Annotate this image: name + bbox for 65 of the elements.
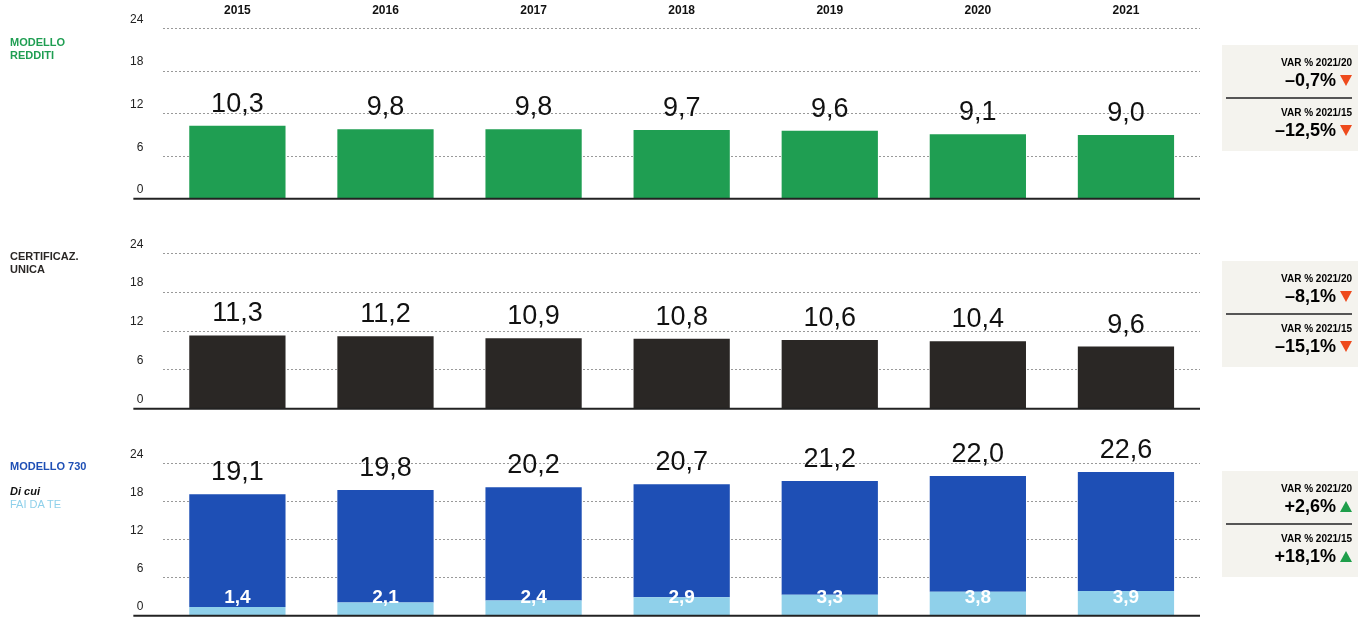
data-label: 2,1 — [372, 586, 400, 608]
data-label: 9,7 — [662, 91, 701, 122]
data-label: 9,8 — [514, 91, 553, 122]
text: CERTIFICAZ. UNICA — [10, 250, 80, 276]
total-label: 20,7 — [655, 446, 708, 477]
data-label: 3,8 — [964, 586, 992, 608]
y-tick-label: 0 — [136, 182, 144, 197]
text: FAI DA TE — [10, 498, 63, 511]
y-tick-label: 18 — [129, 54, 144, 69]
text: +2,6% — [1284, 496, 1336, 517]
x-tick-label: 2018 — [668, 2, 696, 17]
text: +18,1% — [1274, 546, 1336, 567]
y-tick-label: 0 — [136, 392, 144, 407]
total-label: 19,1 — [211, 456, 264, 487]
data-label: 10,3 — [211, 87, 264, 118]
y-tick-label: 12 — [129, 96, 144, 111]
total-label: 22,0 — [951, 437, 1005, 468]
total-label: 21,2 — [803, 442, 857, 473]
data-label: 10,9 — [507, 300, 560, 331]
x-tick-label: 2017 — [520, 2, 548, 17]
text: –15,1% — [1274, 336, 1336, 357]
y-tick-label: 12 — [129, 522, 144, 537]
text: MODELLO 730 — [10, 460, 88, 473]
y-tick-label: 24 — [129, 236, 144, 251]
x-tick-label: 2020 — [964, 2, 992, 17]
total-label: 22,6 — [1099, 434, 1153, 465]
y-tick-label: 12 — [129, 314, 144, 329]
data-label: 11,3 — [212, 297, 263, 328]
x-tick-label: 2019 — [816, 2, 844, 17]
y-tick-label: 18 — [129, 484, 144, 499]
text: –8,1% — [1284, 286, 1336, 307]
text: VAR % 2021/20 — [1280, 273, 1352, 284]
data-label: 9,1 — [959, 96, 997, 127]
y-tick-label: 0 — [136, 599, 144, 614]
x-tick-label: 2015 — [224, 2, 252, 17]
y-tick-label: 6 — [136, 353, 144, 368]
text: MODELLO REDDITI — [10, 36, 66, 62]
y-tick-label: 18 — [129, 275, 144, 290]
data-label: 9,6 — [1107, 308, 1145, 339]
total-label: 19,8 — [359, 451, 412, 482]
legend-title: Di cui — [10, 485, 42, 498]
y-tick-label: 6 — [136, 560, 144, 575]
x-tick-label: 2021 — [1112, 2, 1140, 17]
y-tick-label: 24 — [129, 11, 144, 26]
text: VAR % 2021/15 — [1280, 323, 1352, 334]
text: VAR % 2021/15 — [1280, 533, 1352, 544]
data-label: 9,6 — [810, 92, 849, 123]
text: VAR % 2021/20 — [1280, 483, 1352, 494]
data-label: 10,4 — [951, 303, 1005, 334]
text: –0,7% — [1284, 70, 1336, 91]
text: –12,5% — [1274, 120, 1336, 141]
text: VAR % 2021/15 — [1280, 107, 1352, 118]
data-label: 10,8 — [655, 300, 708, 331]
y-tick-label: 24 — [129, 446, 144, 461]
data-label: 9,8 — [366, 91, 405, 122]
data-label: 1,4 — [224, 586, 252, 608]
data-label: 10,6 — [803, 302, 857, 333]
data-label: 3,9 — [1112, 586, 1140, 608]
text: VAR % 2021/20 — [1280, 57, 1352, 68]
x-tick-label: 2016 — [372, 2, 400, 17]
y-tick-label: 6 — [136, 139, 144, 154]
total-label: 20,2 — [507, 449, 560, 480]
data-label: 11,2 — [360, 298, 411, 329]
data-label: 9,0 — [1107, 96, 1145, 127]
data-label: 2,9 — [668, 586, 695, 608]
